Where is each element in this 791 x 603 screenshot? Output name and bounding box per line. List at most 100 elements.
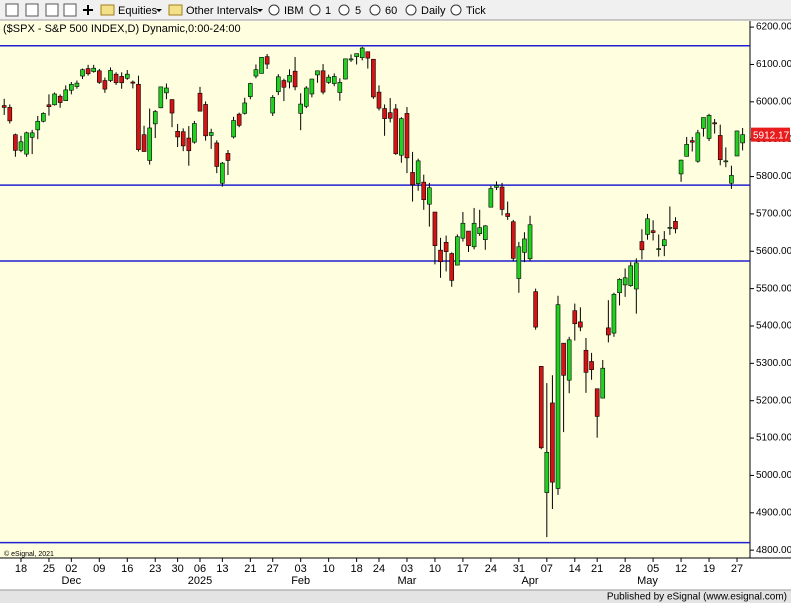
candle-body [253, 69, 259, 77]
candle-body [18, 141, 24, 151]
candle-body [186, 137, 192, 152]
candle-body [622, 277, 628, 286]
circle-icon[interactable] [369, 4, 381, 16]
last-price-label: 5912.17 [753, 130, 790, 141]
circle-icon[interactable] [405, 4, 417, 16]
x-tick-label: 17 [457, 563, 469, 575]
toolbar-item[interactable]: 1 [325, 5, 331, 17]
candle-body [376, 91, 382, 109]
candle-body [242, 102, 248, 114]
candle-body [164, 87, 169, 94]
candle-body [354, 53, 359, 57]
x-tick-label: 12 [675, 563, 687, 575]
candle-body [499, 186, 505, 210]
price-axis [750, 21, 791, 558]
candle-body [108, 70, 113, 81]
x-tick-label: 09 [93, 563, 105, 575]
candle-body [124, 73, 130, 79]
footer-text: Published by eSignal (www.esignal.com) [607, 592, 787, 603]
candle-body [343, 58, 348, 80]
candle-body [197, 92, 203, 112]
candle-body [611, 293, 617, 334]
toolbar-item[interactable]: 60 [385, 5, 397, 17]
candle-body [667, 227, 673, 229]
dropdown-arrow [257, 9, 263, 12]
candle-body [701, 117, 706, 129]
last-price-box [751, 127, 790, 142]
candle-body [399, 118, 404, 156]
candle-body [91, 67, 97, 72]
toolbar-item[interactable]: 5 [355, 5, 361, 17]
candle-body [298, 103, 303, 114]
folder-icon[interactable] [100, 4, 115, 16]
candle-body [639, 241, 645, 251]
y-tick-label: 5600.00 [756, 246, 791, 257]
x-tick-label: 10 [323, 563, 335, 575]
page-icon[interactable] [45, 3, 59, 17]
toolbar-item[interactable]: Daily [421, 5, 446, 17]
candle-body [359, 47, 365, 59]
candle-body [460, 222, 466, 239]
candle-body [192, 123, 197, 143]
month-label: Feb [291, 575, 310, 587]
candle-body [421, 181, 427, 201]
candle-body [169, 99, 175, 114]
x-tick-label: 06 [194, 563, 206, 575]
add-icon[interactable] [83, 5, 93, 15]
candle-body [248, 83, 253, 97]
candle-body [706, 114, 712, 139]
link-icon[interactable] [63, 3, 77, 17]
candle-body [617, 278, 622, 294]
x-tick-label: 10 [429, 563, 441, 575]
candle-body [1, 105, 7, 108]
candle-body [427, 187, 432, 205]
candle-body [533, 291, 538, 328]
toolbar [0, 0, 791, 20]
candle-body [208, 132, 214, 136]
candle-body [287, 74, 292, 83]
symbol-icon[interactable] [5, 3, 19, 17]
candle-body [466, 230, 471, 246]
candle-body [102, 80, 108, 90]
circle-icon[interactable] [268, 4, 280, 16]
candle-body [723, 160, 729, 163]
candle-body [119, 76, 124, 84]
circle-icon[interactable] [338, 4, 350, 16]
toolbar-item[interactable]: IBM [284, 5, 304, 17]
folder-icon[interactable] [168, 4, 183, 16]
candle-body [594, 388, 600, 417]
candle-body [717, 135, 723, 161]
candle-body [96, 70, 102, 83]
chart-icon[interactable] [25, 3, 39, 17]
candle-body [331, 76, 337, 84]
candle-body [661, 239, 667, 246]
month-label: Mar [397, 575, 416, 587]
candle-body [13, 134, 18, 151]
toolbar-item[interactable]: Equities [118, 5, 158, 17]
x-tick-label: 24 [485, 563, 497, 575]
candle-body [628, 265, 634, 286]
toolbar-item[interactable]: Other Intervals [186, 5, 259, 17]
circle-icon[interactable] [309, 4, 321, 16]
candle-body [544, 451, 550, 493]
x-tick-label: 21 [591, 563, 603, 575]
candle-body [432, 211, 438, 246]
month-label: Dec [62, 575, 82, 587]
candle-body [415, 160, 421, 184]
candle-body [673, 221, 678, 230]
y-tick-label: 6100.00 [756, 59, 791, 70]
candle-body [695, 132, 701, 162]
y-tick-label: 5400.00 [756, 321, 791, 332]
y-tick-label: 5000.00 [756, 470, 791, 481]
watermark: © eSignal, 2021 [4, 550, 54, 558]
circle-icon[interactable] [450, 4, 462, 16]
x-tick-label: 30 [171, 563, 183, 575]
toolbar-item[interactable]: Tick [466, 5, 486, 17]
y-tick-label: 5800.00 [756, 171, 791, 182]
y-tick-label: 5500.00 [756, 283, 791, 294]
candle-body [684, 144, 689, 157]
candle-body [589, 361, 594, 371]
candle-body [494, 185, 499, 188]
x-tick-label: 25 [43, 563, 55, 575]
